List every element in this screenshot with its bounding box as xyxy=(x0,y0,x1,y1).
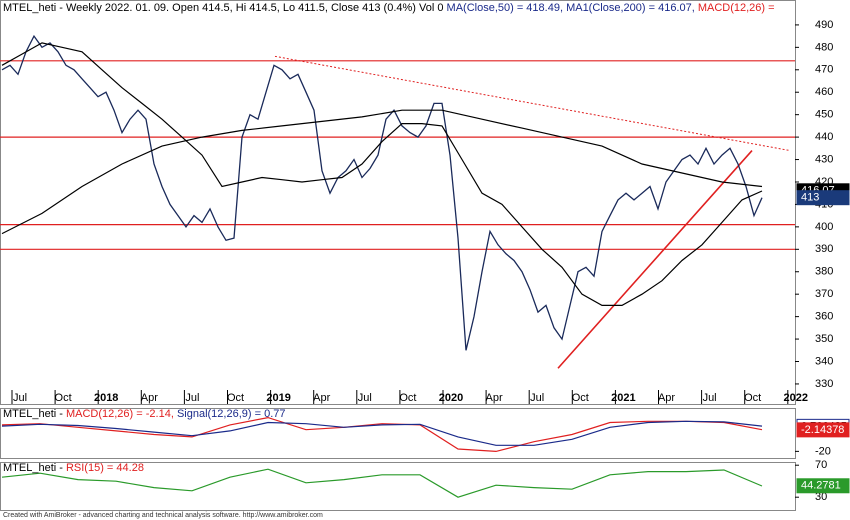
x-tick-label: 2020 xyxy=(439,392,463,404)
x-tick-label: Apr xyxy=(486,392,503,404)
y-tick-label: 470 xyxy=(815,64,833,76)
value-marker: -2.14378 xyxy=(796,422,850,438)
y-tick-label: 430 xyxy=(815,153,833,165)
x-tick-label: Jul xyxy=(703,392,717,404)
x-tick-label: Oct xyxy=(744,392,761,404)
header-part: MACD(12,26) = xyxy=(698,2,775,14)
series-line xyxy=(1,42,763,306)
x-tick-label: Apr xyxy=(658,392,675,404)
x-tick-label: Oct xyxy=(572,392,589,404)
y-tick-label: 400 xyxy=(815,221,833,233)
series-line xyxy=(1,416,763,453)
panel-frame xyxy=(0,462,796,511)
x-tick-label: 2021 xyxy=(611,392,635,404)
x-tick-label: Apr xyxy=(141,392,158,404)
x-tick-label: 2018 xyxy=(94,392,118,404)
trend-line xyxy=(274,55,791,152)
panel-frame xyxy=(0,0,796,405)
series-line xyxy=(1,468,763,498)
value-marker-label: 44.2781 xyxy=(801,480,841,492)
y-tick-label: 480 xyxy=(815,41,833,53)
x-tick-label: Apr xyxy=(313,392,330,404)
header-part: MACD(12,26) = -2.14, xyxy=(66,408,177,420)
x-tick-label: Jul xyxy=(185,392,199,404)
value-marker: 44.2781 xyxy=(796,478,850,494)
panel-header: MTEL_heti - MACD(12,26) = -2.14, Signal(… xyxy=(3,408,286,420)
x-tick-label: Jul xyxy=(358,392,372,404)
header-part: MTEL_heti - Weekly 2022. 01. 09. Open 41… xyxy=(3,2,447,14)
series-line xyxy=(1,34,763,351)
x-tick-label: Oct xyxy=(399,392,416,404)
series-line xyxy=(1,420,763,446)
y-tick-label: 30 xyxy=(815,491,827,503)
value-marker-box xyxy=(796,422,850,438)
y-tick-label: 350 xyxy=(815,333,833,345)
y-tick-label: 370 xyxy=(815,288,833,300)
value-marker: 413 xyxy=(796,190,850,206)
panel-header: MTEL_heti - Weekly 2022. 01. 09. Open 41… xyxy=(3,2,775,14)
panel-frame xyxy=(0,408,796,459)
series-line xyxy=(1,109,763,235)
x-tick-label: 2019 xyxy=(266,392,290,404)
y-tick-label: 460 xyxy=(815,86,833,98)
header-part: RSI(15) = 44.28 xyxy=(66,462,144,474)
y-tick-label: 340 xyxy=(815,355,833,367)
y-tick-label: 490 xyxy=(815,19,833,31)
y-tick-label: 330 xyxy=(815,378,833,390)
y-tick-label: 380 xyxy=(815,266,833,278)
value-marker-label: 413 xyxy=(801,192,819,204)
x-tick-label: 2022 xyxy=(784,392,808,404)
x-tick-label: Jul xyxy=(13,392,27,404)
y-tick-label: 70 xyxy=(815,459,827,471)
y-tick-label: 450 xyxy=(815,109,833,121)
header-part: Signal(12,26,9) = 0.77 xyxy=(177,408,286,420)
footer: Created with AmiBroker - advanced charti… xyxy=(3,512,323,519)
x-tick-label: Oct xyxy=(227,392,244,404)
y-tick-label: 390 xyxy=(815,243,833,255)
value-marker-box xyxy=(796,190,850,206)
y-tick-label: 440 xyxy=(815,131,833,143)
panel-header: MTEL_heti - RSI(15) = 44.28 xyxy=(3,462,144,474)
y-tick-label: -20 xyxy=(815,445,831,457)
value-marker-label: -2.14378 xyxy=(801,424,844,436)
header-part: MA(Close,50) = 418.49, MA1(Close,200) = … xyxy=(447,2,698,14)
trend-line xyxy=(557,150,753,369)
header-part: MTEL_heti - xyxy=(3,462,66,474)
value-marker-box xyxy=(796,478,850,494)
y-tick-label: 360 xyxy=(815,311,833,323)
header-part: MTEL_heti - xyxy=(3,408,66,420)
x-tick-label: Jul xyxy=(530,392,544,404)
x-tick-label: Oct xyxy=(55,392,72,404)
